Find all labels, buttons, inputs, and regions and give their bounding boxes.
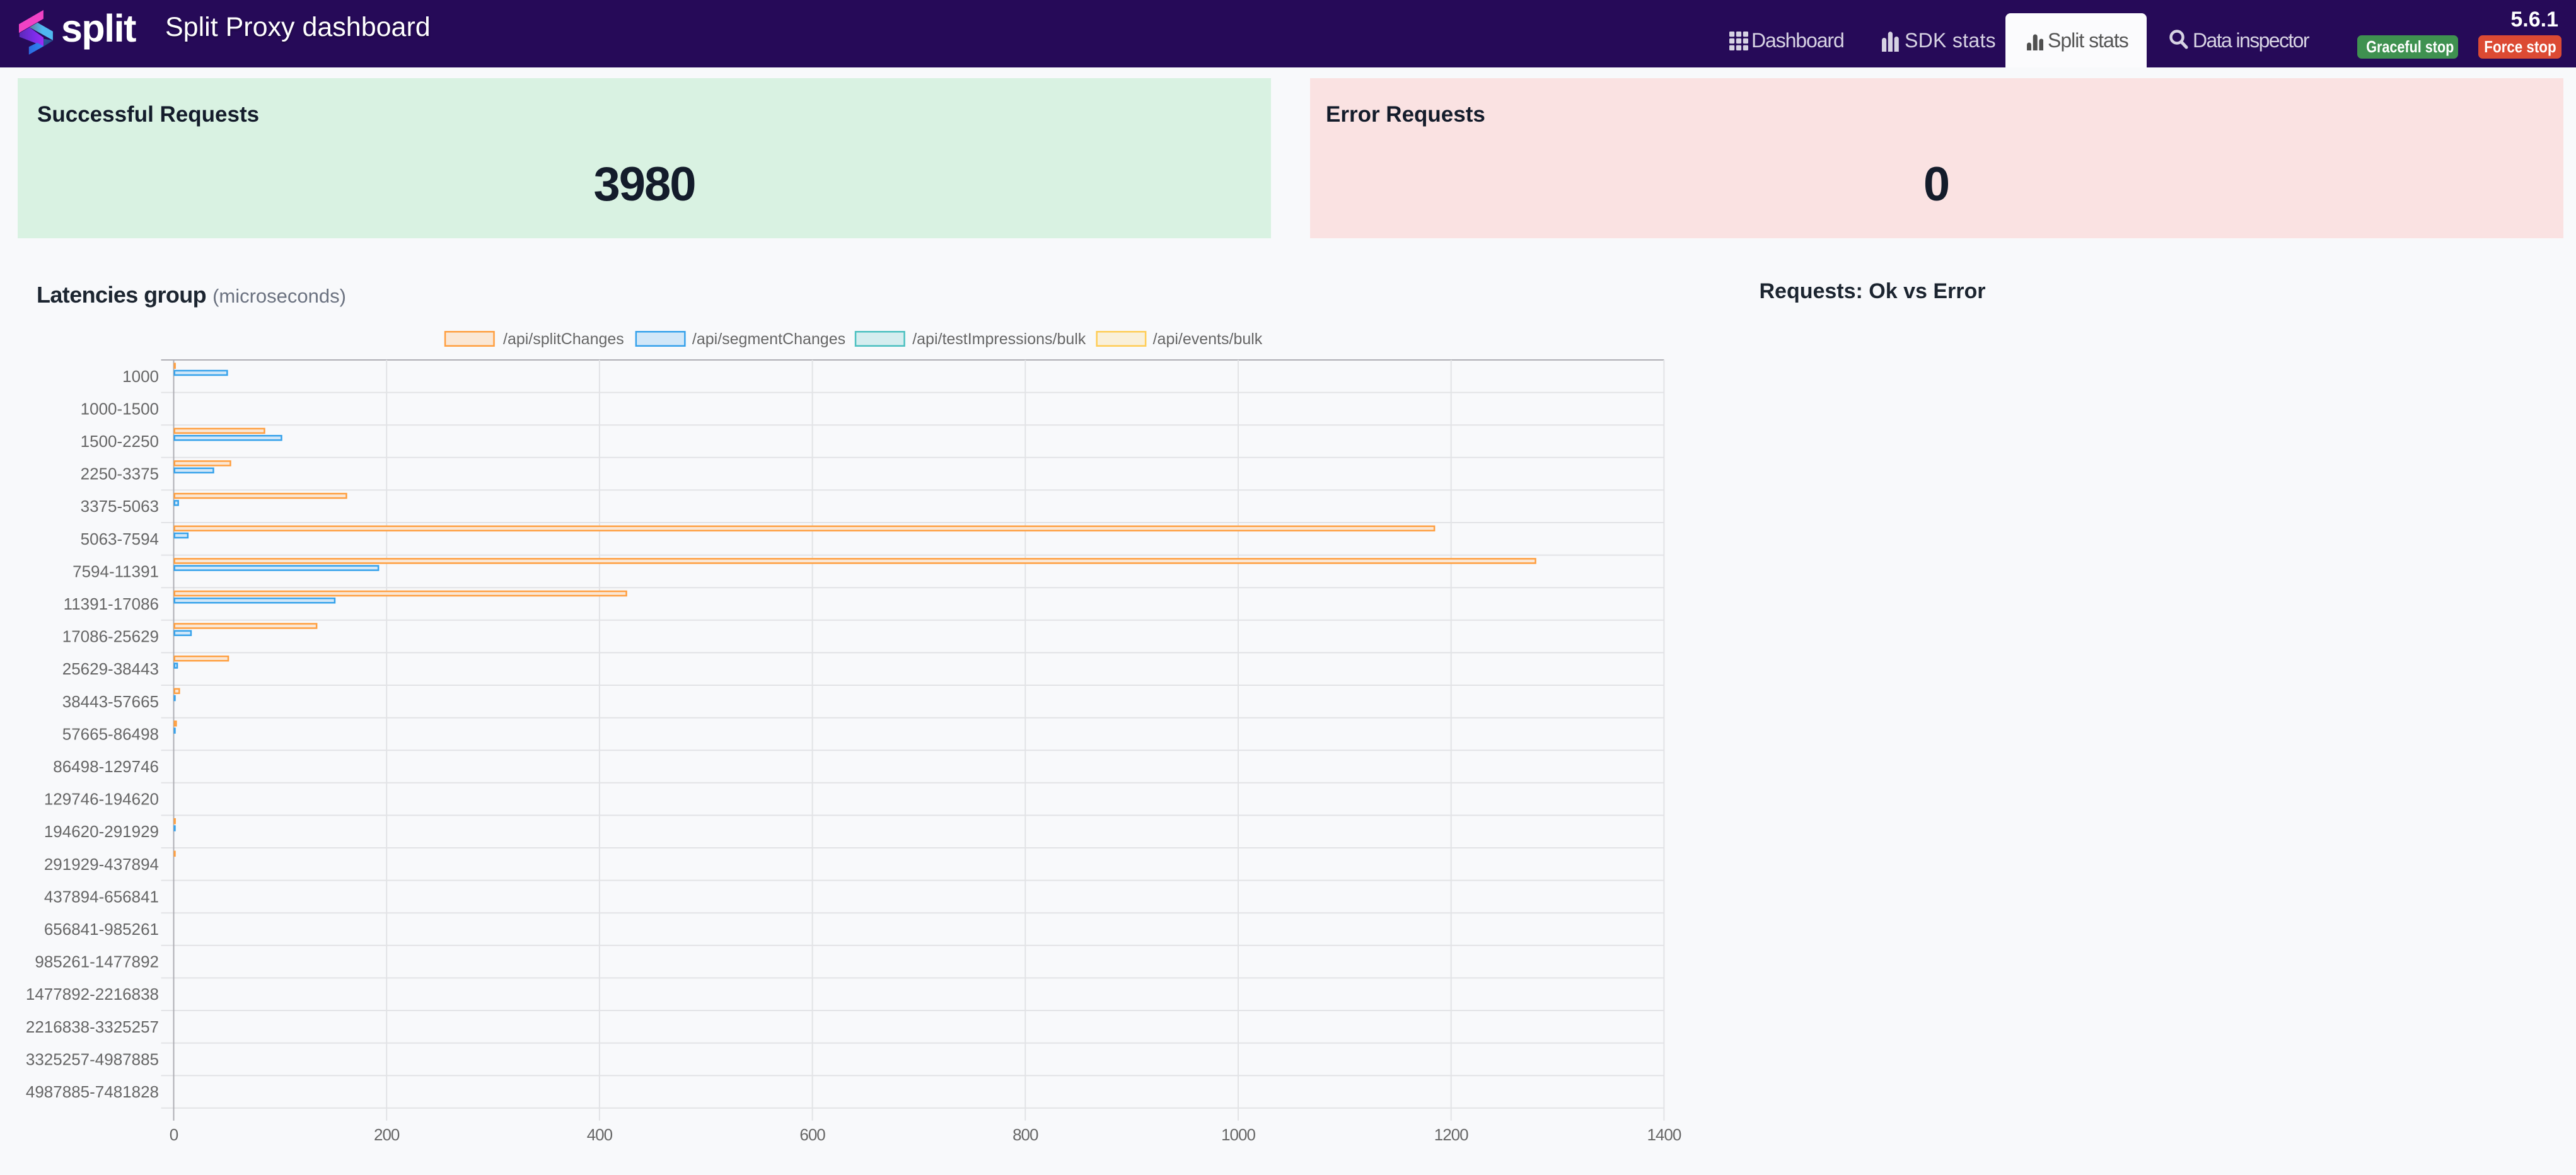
svg-text:0: 0 (170, 1125, 178, 1144)
svg-text:5063-7594: 5063-7594 (81, 530, 159, 548)
svg-text:437894-656841: 437894-656841 (44, 887, 159, 906)
svg-text:1500-2250: 1500-2250 (81, 432, 159, 451)
svg-text:1200: 1200 (1434, 1125, 1468, 1144)
svg-text:57665-86498: 57665-86498 (62, 724, 159, 743)
svg-text:200: 200 (374, 1125, 400, 1144)
svg-text:2250-3375: 2250-3375 (81, 465, 159, 483)
svg-text:1000-1500: 1000-1500 (81, 399, 159, 418)
svg-text:1000: 1000 (122, 367, 159, 386)
svg-text:1000: 1000 (1221, 1125, 1255, 1144)
svg-text:3375-5063: 3375-5063 (81, 497, 159, 516)
svg-text:7594-11391: 7594-11391 (73, 562, 159, 581)
svg-text:38443-57665: 38443-57665 (62, 692, 159, 711)
svg-text:4987885-7481828: 4987885-7481828 (26, 1082, 159, 1101)
svg-text:400: 400 (587, 1125, 613, 1144)
svg-text:129746-194620: 129746-194620 (44, 790, 159, 809)
svg-text:/api/testImpressions/bulk: /api/testImpressions/bulk (912, 330, 1086, 348)
svg-text:3325257-4987885: 3325257-4987885 (26, 1050, 159, 1068)
svg-text:800: 800 (1012, 1125, 1038, 1144)
svg-text:985261-1477892: 985261-1477892 (35, 952, 159, 971)
svg-text:/api/segmentChanges: /api/segmentChanges (692, 330, 845, 348)
svg-text:2216838-3325257: 2216838-3325257 (26, 1017, 159, 1036)
svg-text:/api/splitChanges: /api/splitChanges (503, 330, 624, 348)
svg-text:25629-38443: 25629-38443 (62, 659, 159, 678)
svg-text:17086-25629: 17086-25629 (62, 627, 159, 646)
svg-text:/api/events/bulk: /api/events/bulk (1153, 330, 1263, 348)
svg-text:11391-17086: 11391-17086 (64, 594, 159, 613)
svg-text:291929-437894: 291929-437894 (44, 855, 159, 874)
svg-text:1477892-2216838: 1477892-2216838 (26, 985, 159, 1004)
svg-text:656841-985261: 656841-985261 (44, 920, 159, 939)
svg-text:600: 600 (799, 1125, 825, 1144)
svg-text:86498-129746: 86498-129746 (53, 757, 159, 776)
svg-text:1400: 1400 (1647, 1125, 1681, 1144)
svg-text:194620-291929: 194620-291929 (44, 822, 159, 841)
